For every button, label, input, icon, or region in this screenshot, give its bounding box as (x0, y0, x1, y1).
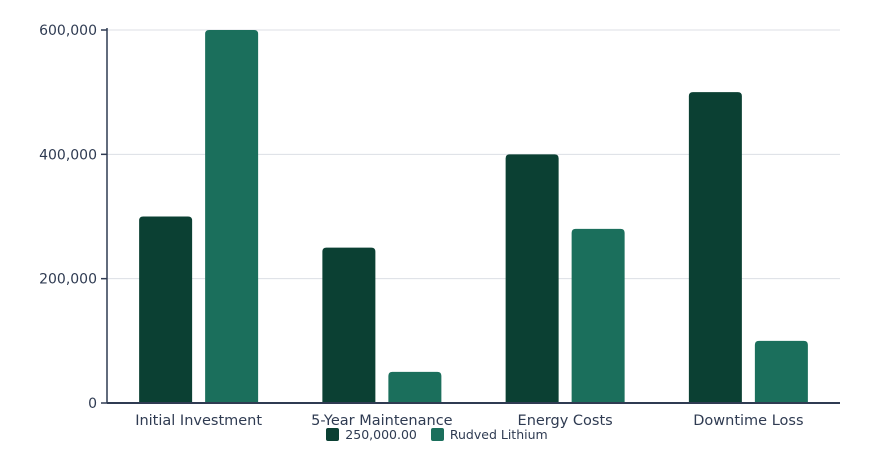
axes (101, 28, 840, 404)
legend-label: Rudved Lithium (449, 427, 548, 442)
y-tick-label: 200,000 (39, 272, 97, 288)
y-tick-label: 400,000 (39, 147, 97, 163)
tick-labels: 0 200,000 400,000 600,000 Initial Investment… (39, 23, 803, 429)
y-tick-label: 600,000 (39, 23, 97, 39)
bar-series1[interactable] (688, 92, 742, 404)
legend-label: 250,000.00 (345, 427, 417, 442)
bar-series1[interactable] (322, 247, 376, 403)
bars (139, 30, 808, 404)
legend-item[interactable]: Rudved Lithium (430, 427, 548, 442)
bar-series2[interactable] (205, 30, 259, 403)
x-tick-label: Initial Investment (135, 413, 262, 429)
legend: 250,000.00 Rudved Lithium (0, 427, 874, 442)
legend-swatch (430, 428, 444, 441)
x-tick-label: Energy Costs (518, 413, 613, 429)
bar-series2[interactable] (571, 228, 625, 403)
bar-series2[interactable] (754, 340, 808, 403)
y-tick-label: 0 (88, 396, 97, 412)
bar-series2[interactable] (388, 371, 442, 403)
bar-series1[interactable] (505, 154, 559, 403)
legend-swatch (326, 428, 340, 441)
x-tick-label: Downtime Loss (693, 413, 803, 429)
bar-series1[interactable] (139, 216, 193, 404)
x-tick-label: 5-Year Maintenance (311, 413, 453, 429)
legend-item[interactable]: 250,000.00 (326, 427, 417, 442)
